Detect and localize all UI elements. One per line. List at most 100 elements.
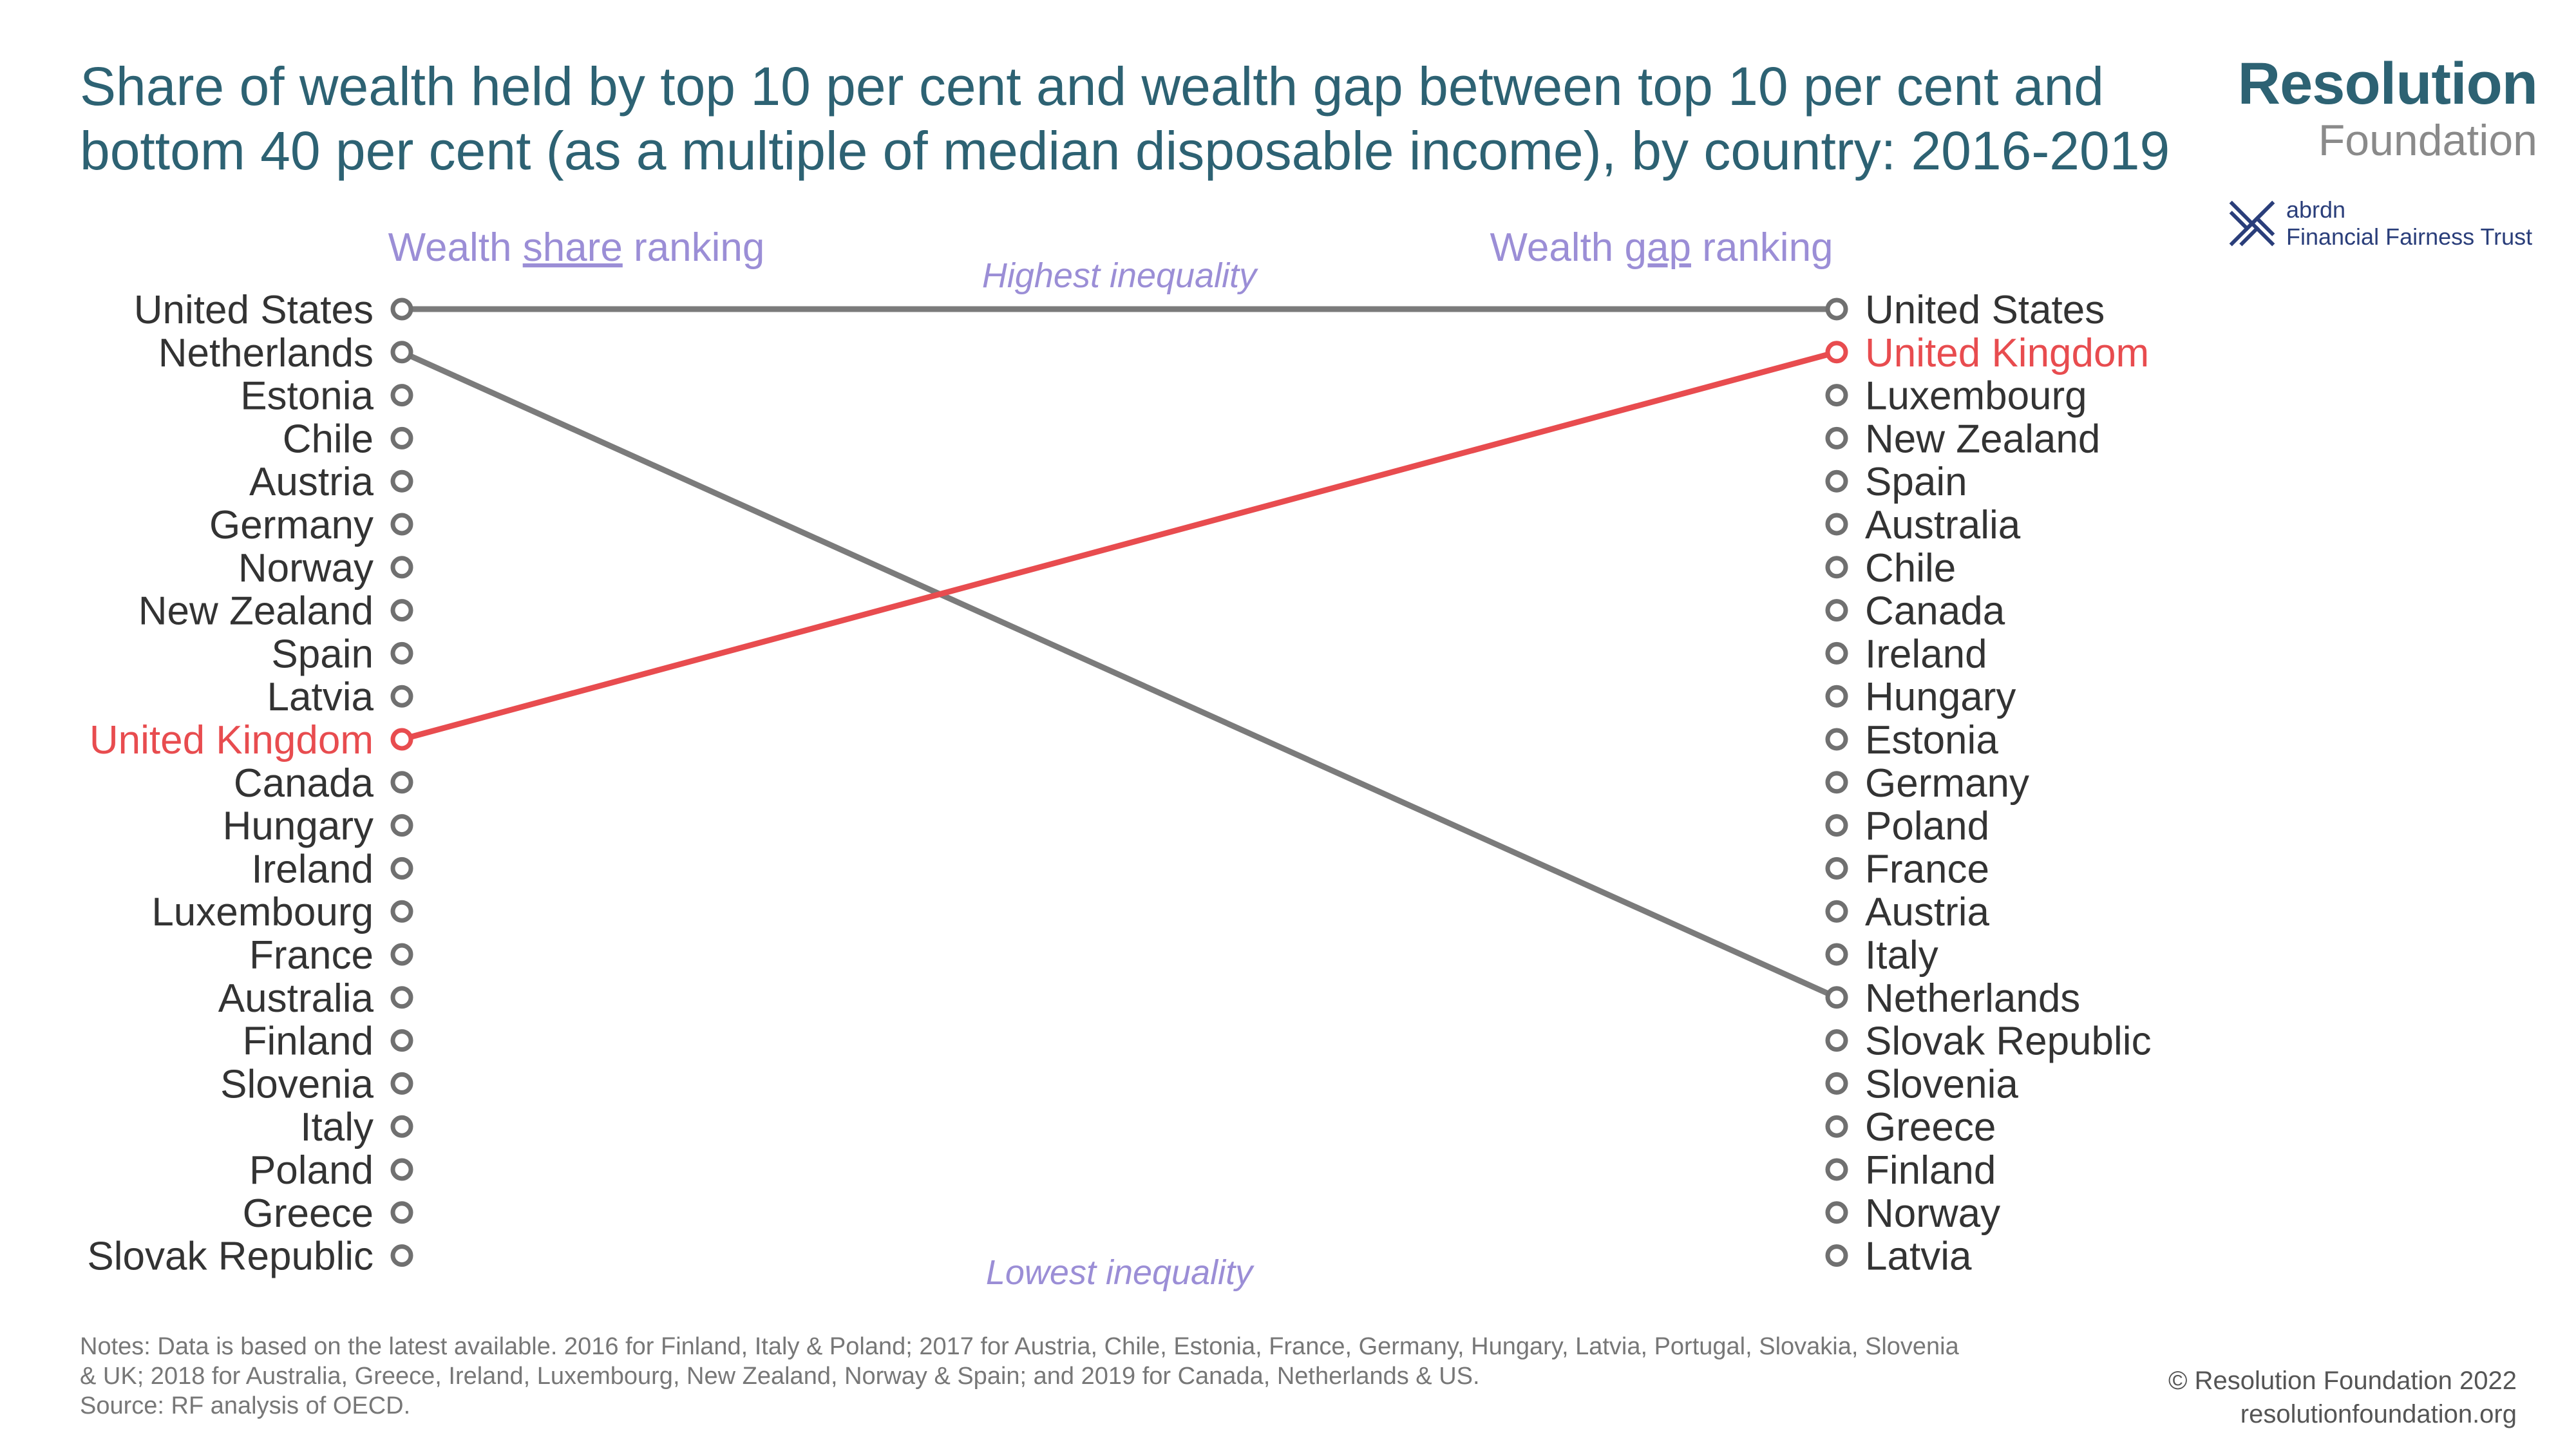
right-marker-canada (1825, 599, 1848, 622)
left-label-spain: Spain (271, 632, 374, 676)
notes-line-2: & UK; 2018 for Australia, Greece, Irelan… (80, 1363, 1480, 1390)
right-label-germany: Germany (1865, 761, 2029, 806)
brand-name: Resolution (2237, 51, 2538, 117)
right-marker-new-zealand (1825, 426, 1848, 450)
left-label-greece: Greece (243, 1191, 374, 1236)
left-marker-united-states (390, 298, 413, 321)
partner-line-2: Financial Fairness Trust (2286, 223, 2533, 250)
left-marker-hungary (390, 814, 413, 837)
right-label-hungary: Hungary (1865, 675, 2016, 719)
left-marker-latvia (390, 685, 413, 708)
left-label-slovak-republic: Slovak Republic (87, 1235, 374, 1279)
right-label-slovenia: Slovenia (1865, 1062, 2018, 1106)
partner-text: abrdn Financial Fairness Trust (2286, 196, 2532, 251)
left-label-new-zealand: New Zealand (138, 589, 374, 634)
highest-inequality-annotation: Highest inequality (982, 256, 1258, 295)
left-marker-germany (390, 513, 413, 536)
right-marker-norway (1825, 1201, 1848, 1224)
left-marker-australia (390, 986, 413, 1009)
left-label-canada: Canada (234, 761, 374, 806)
right-label-italy: Italy (1865, 933, 1938, 978)
right-marker-chile (1825, 556, 1848, 579)
right-label-poland: Poland (1865, 804, 1989, 849)
right-label-australia: Australia (1865, 503, 2021, 547)
title-line-1: Share of wealth held by top 10 per cent … (80, 56, 2104, 117)
left-label-united-states: United States (134, 288, 374, 332)
right-marker-spain (1825, 469, 1848, 493)
left-marker-italy (390, 1115, 413, 1138)
left-marker-france (390, 943, 413, 966)
left-marker-spain (390, 641, 413, 665)
left-label-finland: Finland (243, 1019, 374, 1064)
left-label-ireland: Ireland (251, 847, 374, 891)
right-marker-slovak-republic (1825, 1029, 1848, 1052)
partner-logo: abrdn Financial Fairness Trust (2227, 196, 2532, 251)
right-marker-australia (1825, 513, 1848, 536)
right-label-latvia: Latvia (1865, 1235, 1972, 1279)
left-label-austria: Austria (249, 460, 374, 504)
left-marker-estonia (390, 384, 413, 407)
right-label-new-zealand: New Zealand (1865, 417, 2100, 461)
right-marker-france (1825, 857, 1848, 880)
right-label-chile: Chile (1865, 546, 1956, 591)
left-label-hungary: Hungary (223, 804, 374, 849)
partner-line-1: abrdn (2286, 196, 2346, 223)
lowest-inequality-annotation: Lowest inequality (986, 1253, 1255, 1292)
left-marker-slovak-republic (390, 1244, 413, 1267)
left-label-estonia: Estonia (240, 374, 374, 419)
right-label-estonia: Estonia (1865, 718, 1998, 762)
left-marker-luxembourg (390, 900, 413, 923)
left-marker-finland (390, 1029, 413, 1052)
left-marker-new-zealand (390, 599, 413, 622)
title-line-2: bottom 40 per cent (as a multiple of med… (80, 120, 2170, 181)
chart-notes: Notes: Data is based on the latest avail… (80, 1332, 2141, 1421)
left-marker-norway (390, 556, 413, 579)
copyright: © Resolution Foundation 2022 (2168, 1367, 2517, 1395)
left-marker-austria (390, 469, 413, 493)
notes-line-1: Notes: Data is based on the latest avail… (80, 1333, 1959, 1360)
resolution-foundation-logo: Resolution Foundation (2190, 51, 2538, 165)
right-marker-italy (1825, 943, 1848, 966)
right-label-norway: Norway (1865, 1191, 2000, 1236)
right-label-canada: Canada (1865, 589, 2005, 634)
right-marker-finland (1825, 1158, 1848, 1181)
source-line: Source: RF analysis of OECD. (80, 1392, 411, 1419)
left-label-germany: Germany (209, 503, 374, 547)
slope-line-netherlands (399, 349, 1840, 1001)
website-url: resolutionfoundation.org (2240, 1400, 2517, 1428)
left-label-netherlands: Netherlands (158, 331, 374, 375)
left-marker-united-kingdom (390, 728, 413, 751)
right-label-greece: Greece (1865, 1105, 1996, 1150)
right-marker-poland (1825, 814, 1848, 837)
right-marker-estonia (1825, 728, 1848, 751)
chart-title: Share of wealth held by top 10 per cent … (80, 54, 2170, 183)
left-marker-netherlands (390, 341, 413, 364)
left-marker-poland (390, 1158, 413, 1181)
right-marker-netherlands (1825, 986, 1848, 1009)
right-label-france: France (1865, 847, 1989, 891)
right-label-finland: Finland (1865, 1148, 1996, 1193)
right-marker-latvia (1825, 1244, 1848, 1267)
right-label-luxembourg: Luxembourg (1865, 374, 2087, 419)
right-marker-greece (1825, 1115, 1848, 1138)
right-label-spain: Spain (1865, 460, 1967, 504)
left-marker-chile (390, 426, 413, 450)
left-label-chile: Chile (283, 417, 374, 461)
left-label-norway: Norway (238, 546, 374, 591)
left-axis-header: Wealth share ranking (388, 225, 765, 270)
slope-line-united-kingdom (399, 349, 1840, 743)
right-label-slovak-republic: Slovak Republic (1865, 1019, 2152, 1064)
right-axis-header: Wealth gap ranking (1490, 225, 1833, 270)
right-label-ireland: Ireland (1865, 632, 1987, 676)
right-label-netherlands: Netherlands (1865, 976, 2080, 1021)
left-marker-ireland (390, 857, 413, 880)
right-marker-united-kingdom (1825, 341, 1848, 364)
right-marker-austria (1825, 900, 1848, 923)
right-marker-germany (1825, 771, 1848, 794)
right-marker-hungary (1825, 685, 1848, 708)
left-label-luxembourg: Luxembourg (151, 890, 374, 934)
footer: © Resolution Foundation 2022 resolutionf… (2168, 1364, 2517, 1431)
right-label-austria: Austria (1865, 890, 1989, 934)
right-marker-ireland (1825, 641, 1848, 665)
left-label-france: France (249, 933, 374, 978)
